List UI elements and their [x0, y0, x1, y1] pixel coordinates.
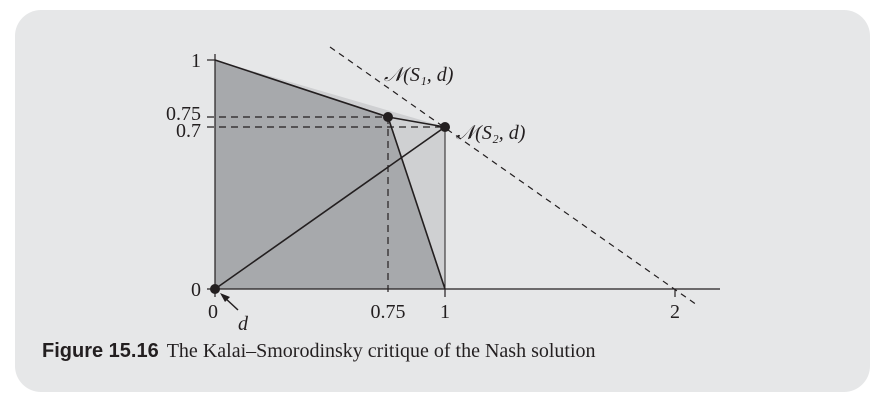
label-d: d — [238, 313, 249, 335]
x-tick-label-1: 1 — [440, 301, 450, 323]
figure-caption: Figure 15.16 The Kalai–Smorodinsky critiq… — [42, 340, 596, 363]
label-nash-s1: 𝒩(S₁, d) — [384, 64, 454, 86]
point-nash-s1 — [383, 112, 393, 122]
x-tick-label-2: 2 — [670, 301, 680, 323]
nash-tangent-dashed — [329, 46, 698, 306]
y-tick-label-1: 1 — [191, 50, 201, 72]
point-nash-s2 — [440, 122, 450, 132]
arrow-d-head — [220, 293, 230, 302]
y-tick-label-07: 0.7 — [176, 120, 201, 142]
frontier-s2 — [387, 116, 446, 128]
y-tick-label-0: 0 — [191, 279, 201, 301]
y-tick-label-075: 0.75 — [166, 103, 201, 125]
x-tick-label-0: 0 — [208, 301, 218, 323]
figure-number: Figure 15.16 — [42, 340, 159, 362]
x-tick-label-075: 0.75 — [371, 301, 406, 323]
diagonal-line — [214, 126, 446, 290]
figure-caption-text: The Kalai–Smorodinsky critique of the Na… — [166, 340, 596, 362]
label-nash-s2: 𝒩(S₂, d) — [456, 122, 526, 144]
point-d — [210, 284, 220, 294]
